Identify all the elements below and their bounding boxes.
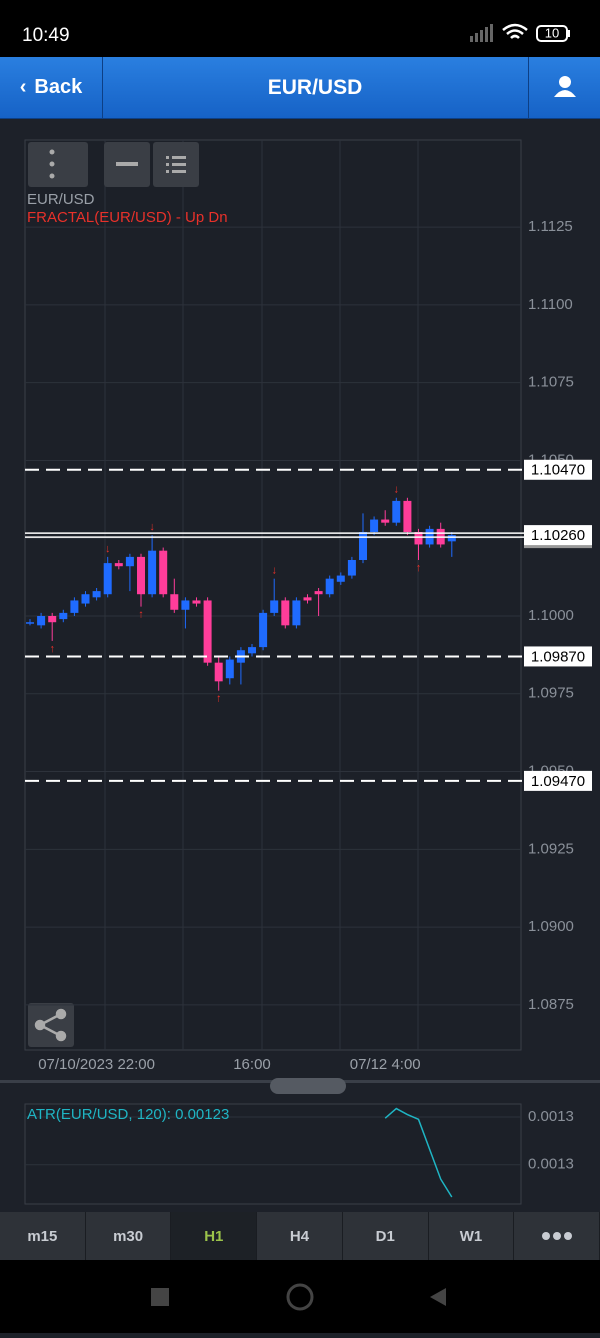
back-label: Back [34,76,83,98]
resize-handle[interactable] [270,1078,346,1094]
candle-body [359,532,367,560]
candle-body [70,600,79,613]
candle-body [392,500,401,523]
level-shadow [524,544,592,549]
indicator-label: ATR(EUR/USD, 120): 0.00123 [27,1106,229,1123]
symbol-label: EUR/USD [27,191,95,208]
level-label: 1.10470 [531,462,585,479]
level-box [524,770,592,791]
candle-body [181,600,190,610]
candle-body [92,591,101,598]
nav-bar [0,1260,600,1333]
candle-body [336,575,345,582]
y-tick-label: 0.0013 [528,1156,574,1173]
timeframe-tabs: m15 m30 H1 H4 D1 W1 [0,1212,600,1260]
candle-body [292,600,301,626]
status-icons: 10 [470,23,570,42]
status-bar: 10:49 10 [0,0,600,57]
more-button[interactable] [514,1212,600,1260]
user-icon [554,76,576,97]
fractal-down: ↓ [105,543,111,555]
timeframe-tab[interactable]: m30 [85,1212,172,1260]
candle-body [225,659,234,679]
y-tick-label: 1.1075 [528,374,574,391]
candle-body [381,519,390,523]
level-label: 1.09870 [531,648,585,665]
timeframe-tab[interactable]: H4 [257,1212,343,1260]
candle-body [259,612,268,648]
x-tick-label: 07/10/2023 22:00 [38,1056,155,1073]
candle-body [137,556,145,595]
level-box [524,646,592,667]
y-tick-label: 1.1100 [528,296,573,313]
level-label: 1.10260 [531,527,585,544]
clock: 10:49 [22,25,70,46]
level-label: 1.09470 [531,773,585,790]
fractal-up: ↑ [49,643,55,655]
x-tick-label: 07/12 4:00 [350,1056,421,1073]
x-tick-label: 16:00 [233,1056,271,1073]
candle-body [281,600,290,626]
candle-body [447,535,456,542]
candle-body [248,647,256,654]
candle-body [403,500,412,532]
y-tick-label: 1.1125 [528,218,573,235]
candle-body [303,597,312,601]
y-tick-label: 1.0900 [528,918,574,935]
fractal-up: ↑ [138,609,144,621]
chart-area: EUR/USD FRACTAL(EUR/USD) - Up Dn 1.0875 1… [0,139,600,1205]
candle-body [114,563,123,567]
vertical-grid [104,140,419,1050]
fractal-up: ↑ [416,562,422,574]
title: EUR/USD [267,75,363,99]
menu-button[interactable] [28,142,88,187]
battery-level: 10 [545,25,559,40]
candle-body [203,600,212,663]
y-tick-label: 0.0013 [528,1108,574,1125]
level-box [524,525,592,546]
candle-body [48,616,57,623]
candle-body [59,612,68,620]
y-tick-label: 1.0975 [528,685,574,702]
y-tick-label: 1.0875 [528,996,574,1013]
nav-icons [151,1283,446,1311]
fractal-up: ↑ [216,693,222,705]
candle-body [103,563,112,595]
timeframe-tab[interactable]: W1 [428,1212,515,1260]
candle-body [314,591,323,595]
timeframe-tab[interactable]: D1 [342,1212,429,1260]
candle-body [347,560,356,576]
candle-body [325,578,334,595]
candle-body [159,550,168,595]
atr-frame [24,1103,522,1205]
fractal-down: ↓ [271,565,277,577]
candle-body [148,550,157,595]
timeframe-tab[interactable]: m15 [0,1212,86,1260]
y-tick-label: 1.1000 [528,607,574,624]
account-button[interactable] [528,57,600,118]
share-button[interactable] [28,1003,74,1047]
candle-body [214,662,223,682]
timeframe-tab[interactable]: H1 [171,1212,258,1260]
candle-body [125,556,134,567]
candle-body [26,622,34,624]
level-box [524,459,592,480]
candle-body [37,616,46,626]
candle-body [192,600,201,604]
candle-body [370,519,379,532]
fractal-down: ↓ [394,484,400,496]
back-button[interactable]: ‹ Back [0,57,103,118]
candle-body [170,594,179,610]
candle-body [81,594,90,604]
header: ‹ Back EUR/USD [0,57,600,119]
fractal-down: ↓ [149,521,155,533]
atr-line [384,1107,453,1198]
y-tick-label: 1.0925 [528,840,574,857]
candle-body [414,532,423,545]
toolbar [28,142,199,187]
indicator-label: FRACTAL(EUR/USD) - Up Dn [27,209,228,226]
candle-body [270,600,279,613]
